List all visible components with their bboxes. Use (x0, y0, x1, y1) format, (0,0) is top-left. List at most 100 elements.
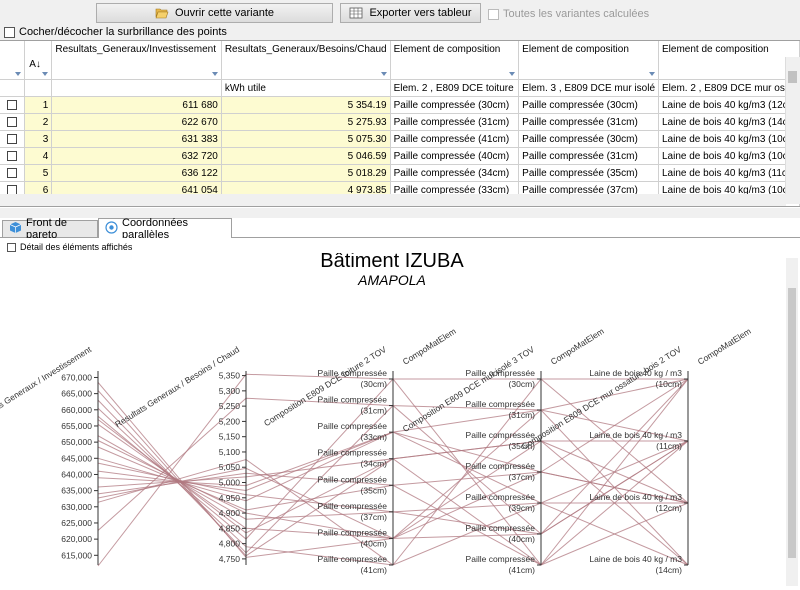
category-label: Paille compressée (40cm) (318, 527, 388, 548)
row-checkbox[interactable] (7, 116, 18, 127)
parallel-coordinates-chart: Bâtiment IZUBA AMAPOLA Resultats Generau… (0, 253, 753, 575)
target-icon (105, 220, 118, 237)
tab-parallel-coordinates[interactable]: Coordonnées parallèles (98, 217, 232, 241)
tick-label: 4,850 (219, 523, 241, 533)
tick-label: 670,000 (61, 372, 92, 382)
category-label: Paille compressée (31cm) (318, 395, 388, 416)
checkbox-cell[interactable] (0, 147, 26, 165)
category-label: Paille compressée (31cm) (466, 399, 536, 420)
all-variants-checkbox[interactable]: Toutes les variantes calculées (488, 8, 649, 20)
table-row[interactable]: 4 632 720 5 046.59 Paille compressée (40cm)… (0, 147, 800, 165)
tick-label: 655,000 (61, 421, 92, 431)
table-row[interactable]: 2 622 670 5 275.93 Paille compressée (31cm)… (0, 113, 800, 131)
category-label: Paille compressée (34cm) (318, 448, 388, 469)
open-variant-button[interactable]: Ouvrir cette variante (96, 3, 333, 23)
checkbox-cell[interactable] (0, 164, 26, 182)
category-label: Paille compressée (41cm) (466, 554, 536, 575)
filter-icon[interactable] (649, 72, 655, 76)
category-label: Laine de bois 40 kg / m3 (11cm) (589, 430, 682, 451)
column-header[interactable]: Resultats_Generaux/Investissement (51, 41, 222, 80)
sort-column-header[interactable]: A↓ (24, 41, 53, 80)
table-cell: Paille compressée (30cm) (518, 130, 659, 148)
table-cell: Paille compressée (40cm) (390, 147, 520, 165)
grid-vertical-scrollbar[interactable] (785, 57, 800, 204)
column-header[interactable]: Element de composition (518, 41, 659, 80)
table-cell: Laine de bois 40 kg/m3 (12cm (658, 96, 800, 114)
table-cell: Paille compressée (34cm) (390, 164, 520, 182)
category-label: Paille compressée (39cm) (466, 492, 536, 513)
toggle-highlight-checkbox[interactable]: Cocher/décocher la surbrillance des poin… (4, 26, 227, 38)
column-title: Element de composition (393, 44, 501, 55)
tick-label: 4,750 (219, 554, 241, 564)
table-cell: Paille compressée (31cm) (518, 147, 659, 165)
row-checkbox[interactable] (7, 99, 18, 110)
splitter[interactable] (0, 208, 800, 218)
table-cell: Laine de bois 40 kg/m3 (10cm (658, 147, 800, 165)
table-cell: Paille compressée (30cm) (390, 96, 520, 114)
tick-label: 640,000 (61, 469, 92, 479)
table-cell: 5 (24, 164, 53, 182)
checkbox-cell[interactable] (0, 130, 26, 148)
tick-label: 635,000 (61, 486, 92, 496)
tick-label: 4,950 (219, 493, 241, 503)
row-checkbox[interactable] (7, 133, 18, 144)
table-cell: 2 (24, 113, 53, 131)
detail-box[interactable] (7, 242, 16, 252)
table-cell: 5 018.29 (221, 164, 391, 182)
category-label: Paille compressée (35cm) (318, 474, 388, 495)
open-variant-label: Ouvrir cette variante (174, 7, 275, 19)
tick-label: 665,000 (61, 389, 92, 399)
table-cell: 5 075.30 (221, 130, 391, 148)
select-column-header[interactable] (0, 41, 26, 80)
filter-icon[interactable] (42, 72, 49, 76)
variants-grid: A↓ Resultats_Generaux/Investissement Res… (0, 40, 800, 207)
unit-cell: Elem. 2 , E809 DCE mur ossa (658, 79, 800, 97)
category-label: Laine de bois 40 kg / m3 (10cm) (589, 368, 682, 389)
category-label: Paille compressée (33cm) (318, 421, 388, 442)
grid-horizontal-scrollbar[interactable] (0, 194, 786, 206)
category-label: Laine de bois 40 kg / m3 (12cm) (589, 492, 682, 513)
toggle-highlight-label: Cocher/décocher la surbrillance des poin… (19, 26, 227, 38)
row-checkbox[interactable] (7, 167, 18, 178)
chart-vertical-scrollbar[interactable] (786, 258, 798, 586)
column-header[interactable]: Resultats_Generaux/Besoins/Chaud (221, 41, 391, 80)
all-variants-box[interactable] (488, 8, 499, 20)
table-row[interactable]: 5 636 122 5 018.29 Paille compressée (34cm)… (0, 164, 800, 182)
column-header[interactable]: Element de composition (658, 41, 800, 80)
category-label: Paille compressée (40cm) (466, 523, 536, 544)
checkbox-cell[interactable] (0, 96, 26, 114)
filter-icon[interactable] (380, 72, 387, 76)
row-checkbox[interactable] (7, 150, 18, 161)
table-cell: 5 354.19 (221, 96, 391, 114)
column-header[interactable]: Element de composition (390, 41, 520, 80)
tick-label: 5,150 (219, 432, 241, 442)
filter-icon[interactable] (211, 72, 218, 76)
column-title: Element de composition (662, 44, 769, 55)
chart-subtitle: AMAPOLA (357, 272, 426, 288)
toggle-highlight-box[interactable] (4, 26, 15, 38)
folder-open-icon (155, 7, 169, 19)
tab-pareto-front[interactable]: Front de pareto (2, 217, 98, 241)
scroll-thumb[interactable] (788, 288, 796, 558)
export-spreadsheet-button[interactable]: Exporter vers tableur (340, 3, 481, 23)
tick-label: 660,000 (61, 405, 92, 415)
table-row[interactable]: 1 611 680 5 354.19 Paille compressée (30cm)… (0, 96, 800, 114)
table-cell: Paille compressée (31cm) (518, 113, 659, 131)
detail-checkbox[interactable]: Détail des éléments affichés (7, 242, 132, 252)
axis-sublabel: CompoMatElem (401, 326, 458, 367)
export-icon (349, 7, 363, 19)
sort-icon[interactable]: A↓ (29, 59, 41, 70)
table-cell: 631 383 (51, 130, 222, 148)
checkbox-cell[interactable] (0, 113, 26, 131)
category-label: Paille compressée (30cm) (318, 368, 388, 389)
tick-label: 625,000 (61, 518, 92, 528)
filter-icon[interactable] (509, 72, 516, 76)
column-title: Element de composition (522, 44, 629, 55)
tick-label: 5,200 (219, 416, 241, 426)
column-title: Resultats_Generaux/Investissement (55, 44, 216, 55)
table-row[interactable]: 3 631 383 5 075.30 Paille compressée (41cm)… (0, 130, 800, 148)
table-cell: 1 (24, 96, 53, 114)
cube-icon (9, 221, 22, 237)
scroll-thumb[interactable] (788, 71, 797, 83)
filter-icon[interactable] (15, 72, 22, 76)
